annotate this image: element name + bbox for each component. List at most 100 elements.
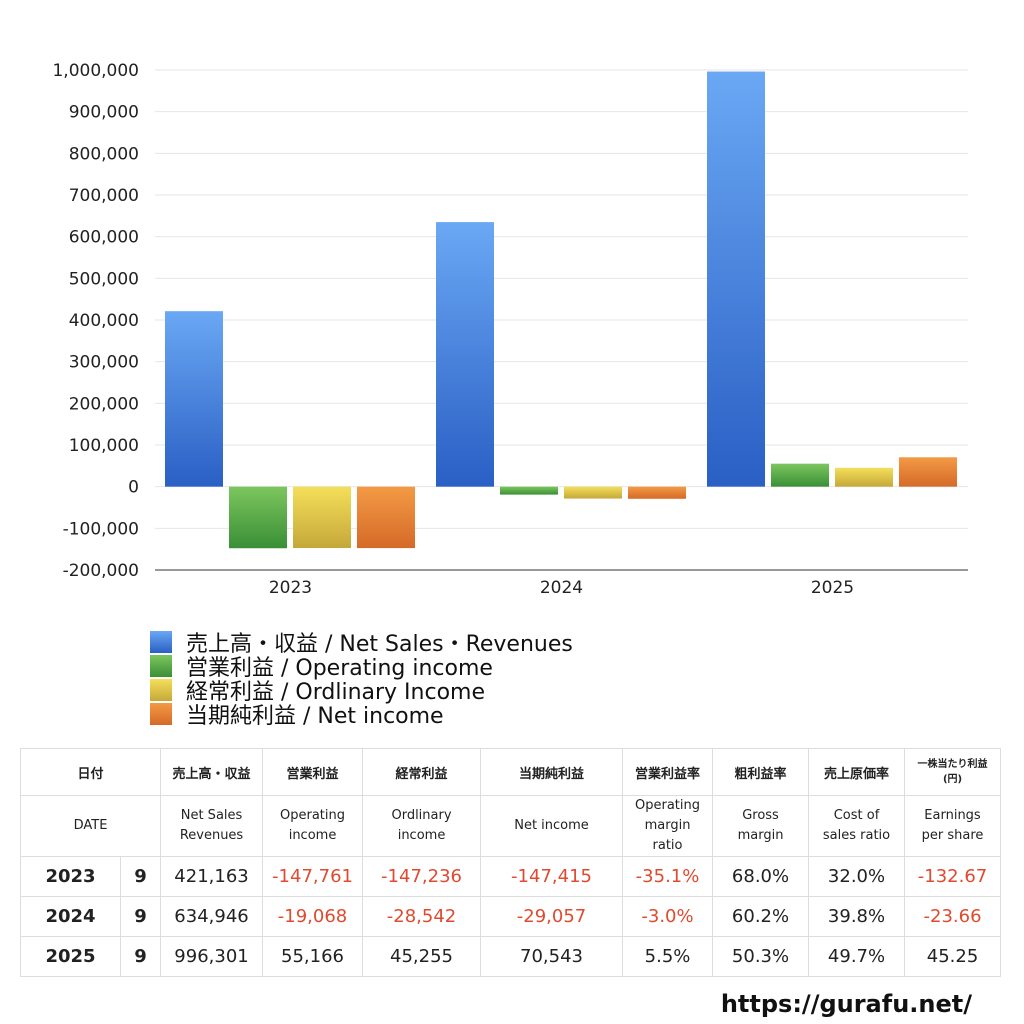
- y-tick-label: 500,000: [69, 269, 139, 289]
- x-tick-label: 2024: [540, 578, 583, 598]
- bar-2025-series-3: [899, 457, 957, 487]
- header-opm-en: Operating margin ratio: [622, 795, 714, 857]
- legend-label-ordinary: 経常利益 / Ordlinary Income: [186, 680, 485, 705]
- legend-swatch-sales: [150, 631, 172, 653]
- header-net-en: Net income: [480, 795, 624, 857]
- y-tick-label: 900,000: [69, 103, 139, 123]
- row-ordinary: -147,236: [362, 856, 482, 897]
- y-tick-label: 100,000: [69, 436, 139, 456]
- table-header-jp: 日付 売上高・収益 営業利益 経常利益 当期純利益 営業利益率 粗利益率 売上原…: [19, 748, 1002, 796]
- row-operating: 55,166: [262, 936, 364, 977]
- table-row: 2025 9 996,301 55,166 45,255 70,543 5.5%…: [20, 936, 1002, 977]
- legend-swatch-net: [150, 703, 172, 725]
- x-axis-ticks: 2023 2024 2025: [269, 578, 854, 598]
- header-operating-jp: 営業利益: [262, 748, 364, 796]
- y-tick-label: -100,000: [63, 519, 139, 539]
- row-opm: 5.5%: [622, 936, 714, 977]
- row-year: 2025: [20, 936, 121, 977]
- row-operating: -147,761: [262, 856, 364, 897]
- header-date-jp: 日付: [19, 748, 162, 796]
- header-operating-en: Operating income: [262, 795, 364, 857]
- row-opm: -3.0%: [622, 896, 714, 937]
- row-eps: 45.25: [904, 936, 1002, 977]
- row-month: 9: [119, 856, 162, 897]
- bar-2025-series-1: [771, 463, 829, 487]
- bar-2023-series-2: [293, 486, 351, 549]
- bar-2023-series-0: [165, 311, 223, 487]
- bars: [165, 71, 957, 549]
- y-tick-label: 0: [128, 478, 139, 498]
- row-eps: -132.67: [904, 856, 1002, 897]
- x-tick-label: 2023: [269, 578, 312, 598]
- y-tick-label: 200,000: [69, 394, 139, 414]
- y-tick-label: 800,000: [69, 144, 139, 164]
- header-gross-jp: 粗利益率: [712, 748, 810, 796]
- y-tick-label: 300,000: [69, 353, 139, 373]
- row-net: -29,057: [480, 896, 624, 937]
- header-cost-en: Cost of sales ratio: [808, 795, 906, 857]
- table-header-en: DATE Net Sales Revenues Operating income…: [19, 795, 1002, 857]
- bar-2023-series-1: [229, 486, 287, 549]
- row-cost: 39.8%: [808, 896, 906, 937]
- legend-item-ordinary: 経常利益 / Ordlinary Income: [150, 678, 573, 705]
- bar-2024-series-0: [436, 222, 494, 487]
- row-sales: 996,301: [160, 936, 264, 977]
- bar-2025-series-0: [707, 71, 765, 487]
- y-tick-label: 600,000: [69, 228, 139, 248]
- y-axis-ticks: 1,000,000 900,000 800,000 700,000 600,000 500…: [52, 61, 139, 581]
- row-year: 2023: [20, 856, 121, 897]
- site-url[interactable]: https://gurafu.net/: [720, 990, 972, 1018]
- table-row: 2023 9 421,163 -147,761 -147,236 -147,41…: [20, 856, 1002, 897]
- legend-label-net: 当期純利益 / Net income: [186, 704, 444, 729]
- header-ordinary-jp: 経常利益: [362, 748, 482, 796]
- header-opm-jp: 営業利益率: [622, 748, 714, 796]
- bar-2024-series-1: [500, 486, 558, 495]
- bar-2025-series-2: [835, 467, 893, 487]
- row-operating: -19,068: [262, 896, 364, 937]
- bar-2023-series-3: [357, 486, 415, 549]
- bar-2024-series-3: [628, 486, 686, 499]
- y-tick-label: 700,000: [69, 186, 139, 206]
- y-tick-label: -200,000: [63, 561, 139, 581]
- row-net: -147,415: [480, 856, 624, 897]
- header-eps-jp: 一株当たり利益 (円): [904, 748, 1002, 796]
- row-cost: 32.0%: [808, 856, 906, 897]
- header-sales-jp: 売上高・収益: [160, 748, 264, 796]
- row-eps: -23.66: [904, 896, 1002, 937]
- legend-swatch-operating: [150, 655, 172, 677]
- header-sales-en: Net Sales Revenues: [160, 795, 264, 857]
- row-month: 9: [119, 896, 162, 937]
- legend: 売上高・収益 / Net Sales・Revenues 営業利益 / Opera…: [150, 630, 573, 729]
- header-gross-en: Gross margin: [712, 795, 810, 857]
- row-gross: 60.2%: [712, 896, 810, 937]
- row-gross: 50.3%: [712, 936, 810, 977]
- row-month: 9: [119, 936, 162, 977]
- row-sales: 634,946: [160, 896, 264, 937]
- bar-chart: 1,000,000 900,000 800,000 700,000 600,000 500…: [52, 61, 968, 598]
- y-tick-label: 400,000: [69, 311, 139, 331]
- row-cost: 49.7%: [808, 936, 906, 977]
- bar-2024-series-2: [564, 486, 622, 499]
- header-net-jp: 当期純利益: [480, 748, 624, 796]
- legend-item-sales: 売上高・収益 / Net Sales・Revenues: [150, 630, 573, 657]
- y-tick-label: 1,000,000: [52, 61, 139, 81]
- row-gross: 68.0%: [712, 856, 810, 897]
- legend-label-operating: 営業利益 / Operating income: [186, 656, 493, 681]
- row-net: 70,543: [480, 936, 624, 977]
- financial-table: 日付 売上高・収益 営業利益 経常利益 当期純利益 営業利益率 粗利益率 売上原…: [19, 748, 1002, 977]
- header-cost-jp: 売上原価率: [808, 748, 906, 796]
- table-row: 2024 9 634,946 -19,068 -28,542 -29,057 -…: [20, 896, 1002, 937]
- row-ordinary: -28,542: [362, 896, 482, 937]
- row-sales: 421,163: [160, 856, 264, 897]
- header-date-en: DATE: [19, 795, 162, 857]
- header-eps-en: Earnings per share: [904, 795, 1002, 857]
- row-ordinary: 45,255: [362, 936, 482, 977]
- legend-item-net: 当期純利益 / Net income: [150, 702, 573, 729]
- row-year: 2024: [20, 896, 121, 937]
- legend-item-operating: 営業利益 / Operating income: [150, 654, 573, 681]
- legend-label-sales: 売上高・収益 / Net Sales・Revenues: [186, 632, 573, 657]
- row-opm: -35.1%: [622, 856, 714, 897]
- x-tick-label: 2025: [811, 578, 854, 598]
- legend-swatch-ordinary: [150, 679, 172, 701]
- header-ordinary-en: Ordlinary income: [362, 795, 482, 857]
